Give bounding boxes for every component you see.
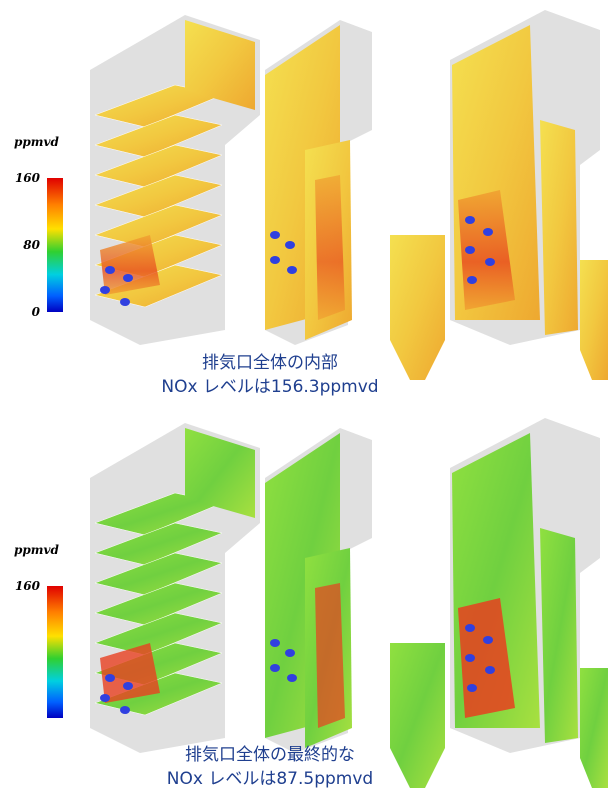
burner [105, 266, 115, 274]
burner [465, 216, 475, 224]
hopper [580, 260, 608, 380]
panel [540, 528, 578, 743]
burner [483, 228, 493, 236]
burner [465, 654, 475, 662]
burner [285, 649, 295, 657]
caption: 排気口全体の内部 [202, 353, 338, 373]
burner [270, 231, 280, 239]
caption: NOx レベルは87.5ppmvd [167, 769, 373, 789]
burner [100, 694, 110, 702]
hopper [580, 668, 608, 788]
panel [540, 120, 578, 335]
figure: ppmvd160800排気口全体の内部NOx レベルは156.3ppmvdppm… [0, 0, 608, 805]
burner [270, 256, 280, 264]
hot-zone [315, 175, 345, 320]
hopper [390, 235, 445, 380]
legend-tick: 160 [15, 171, 41, 185]
burner [120, 706, 130, 714]
burner [270, 664, 280, 672]
burner [287, 266, 297, 274]
hopper [390, 643, 445, 788]
burner [483, 636, 493, 644]
burner [285, 241, 295, 249]
panel-group: ppmvd 160 排気口全体の最終的な NOx レベルは87.5ppmvd [14, 418, 608, 789]
burner [287, 674, 297, 682]
legend-unit: ppmvd [14, 135, 59, 149]
caption: 排気口全体の最終的な [185, 745, 355, 765]
burner [485, 666, 495, 674]
panel-group: ppmvd 160 80 0 排気口全体の内部 NOx レベルは156.3ppmvd [14, 10, 608, 397]
colorbar [47, 178, 63, 312]
burner [465, 624, 475, 632]
hot-zone [315, 583, 345, 728]
burner [100, 286, 110, 294]
burner [123, 274, 133, 282]
burner [123, 682, 133, 690]
burner [467, 276, 477, 284]
burner [270, 639, 280, 647]
legend-tick: 0 [32, 305, 41, 319]
burner [120, 298, 130, 306]
legend-tick: 80 [23, 238, 40, 252]
burner [105, 674, 115, 682]
legend-tick: 160 [15, 579, 41, 593]
caption: NOx レベルは156.3ppmvd [161, 377, 378, 397]
burner [465, 246, 475, 254]
colorbar [47, 586, 63, 718]
legend-unit: ppmvd [14, 543, 59, 557]
burner [485, 258, 495, 266]
burner [467, 684, 477, 692]
